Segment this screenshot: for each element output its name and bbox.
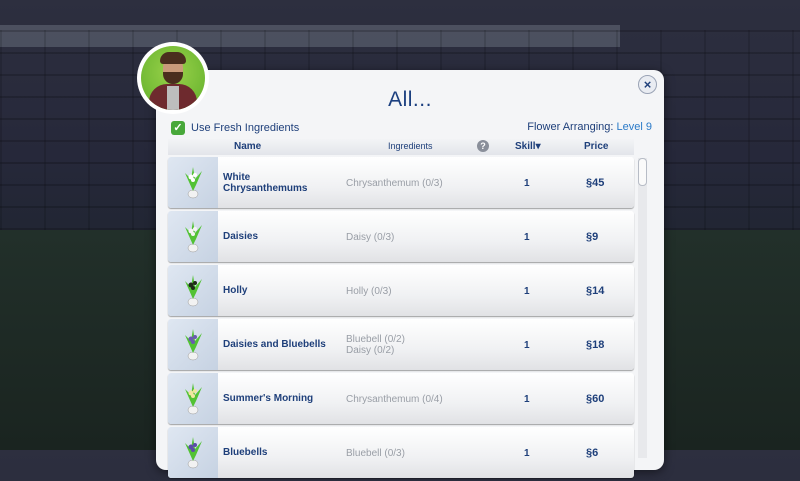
recipe-row[interactable]: Daisies and Bluebells Bluebell (0/2) Dais… <box>168 319 634 370</box>
recipe-ingredients: Bluebell (0/2) Daisy (0/2) <box>346 334 405 356</box>
recipe-name: Holly <box>223 285 248 296</box>
col-price[interactable]: Price <box>584 141 609 152</box>
recipe-ingredients: Holly (0/3) <box>346 286 392 297</box>
recipe-thumbnail <box>168 265 218 316</box>
recipe-skill: 1 <box>524 286 530 297</box>
help-icon[interactable]: ? <box>477 140 489 152</box>
recipe-thumbnail <box>168 319 218 370</box>
recipe-list: White Chrysanthemums Chrysanthemum (0/3) … <box>168 157 634 481</box>
col-ingredients: Ingredients <box>388 141 433 151</box>
sim-portrait <box>141 46 205 110</box>
recipe-name: Summer's Morning <box>223 393 314 404</box>
skill-level-indicator: Flower Arranging: Level 9 <box>527 121 652 133</box>
col-skill-sort[interactable]: Skill▾ <box>515 141 541 152</box>
skill-level-value: Level 9 <box>616 121 652 133</box>
col-name[interactable]: Name <box>234 141 262 152</box>
recipe-thumbnail <box>168 157 218 208</box>
recipe-row[interactable]: White Chrysanthemums Chrysanthemum (0/3) … <box>168 157 634 208</box>
column-headers: Name Ingredients ? Skill▾ Price <box>168 139 634 155</box>
recipe-ingredients: Chrysanthemum (0/3) <box>346 178 443 189</box>
recipe-name: White Chrysanthemums <box>223 172 308 194</box>
recipe-price: §14 <box>586 285 605 297</box>
recipe-name: Daisies <box>223 231 259 242</box>
recipe-price: §18 <box>586 339 605 351</box>
recipe-thumbnail <box>168 211 218 262</box>
recipe-row[interactable]: Daisies Daisy (0/3) 1 §9 <box>168 211 634 262</box>
recipe-thumbnail <box>168 373 218 424</box>
flower-arrangement-icon <box>185 329 202 361</box>
recipe-skill: 1 <box>524 394 530 405</box>
recipe-price: §9 <box>586 231 599 243</box>
skill-name: Flower Arranging: <box>527 121 614 133</box>
recipe-row[interactable]: Summer's Morning Chrysanthemum (0/4) 1 §… <box>168 373 634 424</box>
dialog-title: All... <box>388 88 432 111</box>
scrollbar-thumb[interactable] <box>638 158 647 186</box>
checkbox-checked-icon[interactable]: ✓ <box>171 121 185 135</box>
recipe-skill: 1 <box>524 232 530 243</box>
flower-arrangement-icon <box>185 221 202 253</box>
recipe-row[interactable]: Holly Holly (0/3) 1 §14 <box>168 265 634 316</box>
use-fresh-ingredients-toggle[interactable]: ✓ Use Fresh Ingredients <box>171 121 299 135</box>
recipe-row[interactable]: Bluebells Bluebell (0/3) 1 §6 <box>168 427 634 478</box>
recipe-skill: 1 <box>524 178 530 189</box>
recipe-price: §45 <box>586 177 605 189</box>
recipe-skill: 1 <box>524 340 530 351</box>
flower-arrangement-icon <box>185 167 202 199</box>
background-ledge <box>0 25 620 47</box>
recipe-name: Daisies and Bluebells <box>223 339 326 350</box>
recipe-price: §60 <box>586 393 605 405</box>
avatar[interactable] <box>137 42 209 114</box>
recipe-thumbnail <box>168 427 218 478</box>
close-icon[interactable]: × <box>638 75 657 94</box>
recipe-ingredients: Daisy (0/3) <box>346 232 395 243</box>
scrollbar[interactable] <box>638 158 647 458</box>
use-fresh-label: Use Fresh Ingredients <box>191 122 300 134</box>
flower-arrangement-icon <box>185 275 202 307</box>
recipe-price: §6 <box>586 447 599 459</box>
recipe-ingredients: Chrysanthemum (0/4) <box>346 394 443 405</box>
flower-arrangement-icon <box>185 383 202 415</box>
flower-arrangement-icon <box>185 437 202 469</box>
recipe-name: Bluebells <box>223 447 268 458</box>
